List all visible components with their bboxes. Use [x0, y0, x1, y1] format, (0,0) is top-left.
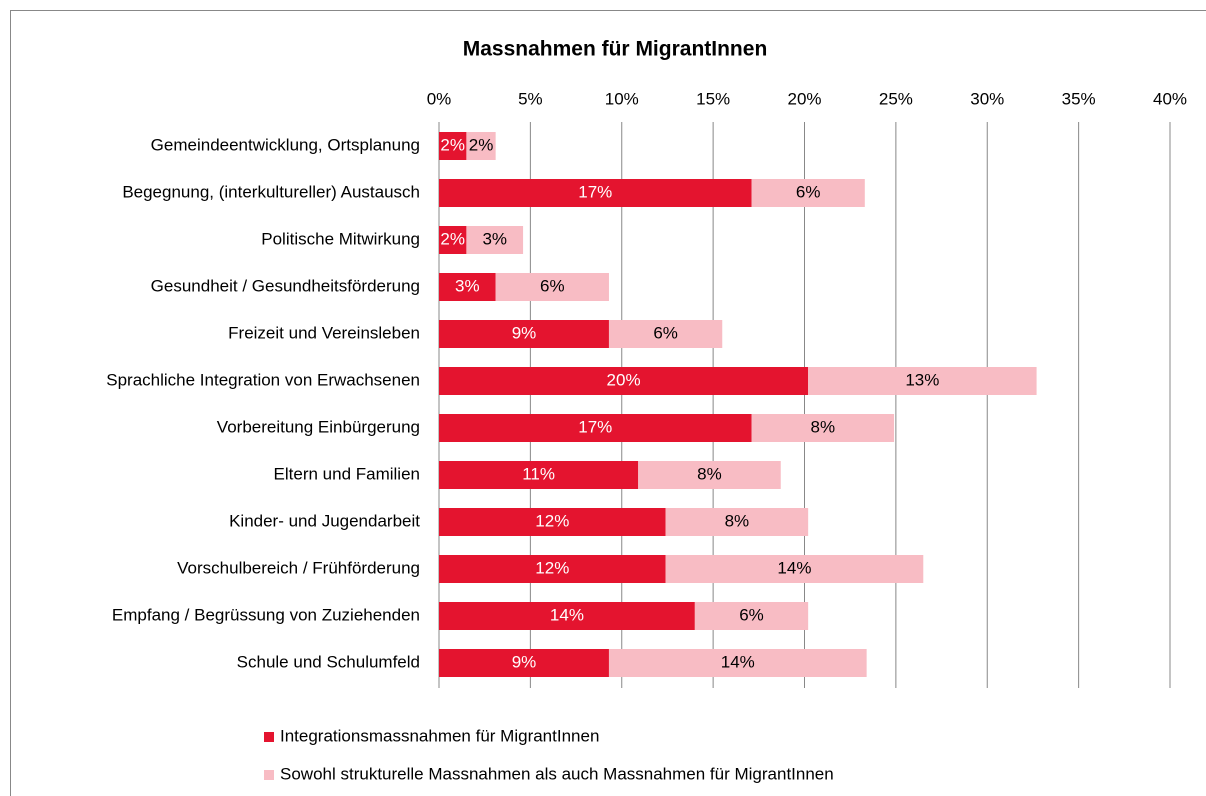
bar-segment — [665, 555, 924, 583]
bar-segment — [495, 273, 609, 301]
bar-segment — [608, 649, 867, 677]
bar-segment — [665, 508, 809, 536]
y-tick-label: Sprachliche Integration von Erwachsenen — [106, 370, 420, 389]
bar-segment — [608, 320, 723, 348]
data-label: 3% — [482, 229, 507, 248]
legend-label: Sowohl strukturelle Massnahmen als auch … — [280, 764, 834, 783]
x-tick-label: 25% — [879, 89, 913, 108]
x-tick-label: 40% — [1153, 89, 1187, 108]
data-label: 17% — [578, 417, 612, 436]
bar-segment — [439, 414, 752, 442]
y-tick-label: Schule und Schulumfeld — [237, 652, 420, 671]
bar-segment — [751, 179, 865, 207]
data-label: 13% — [905, 370, 939, 389]
bar-segment — [439, 179, 752, 207]
bar-segment — [808, 367, 1037, 395]
data-label: 12% — [535, 558, 569, 577]
legend-label: Integrationsmassnahmen für MigrantInnen — [280, 726, 599, 745]
bar-segment — [439, 602, 695, 630]
legend-swatch — [264, 770, 274, 780]
data-label: 14% — [550, 605, 584, 624]
data-label: 14% — [777, 558, 811, 577]
x-tick-label: 30% — [970, 89, 1004, 108]
bar-segment — [439, 273, 496, 301]
y-tick-label: Gesundheit / Gesundheitsförderung — [151, 276, 420, 295]
y-tick-label: Empfang / Begrüssung von Zuziehenden — [112, 605, 420, 624]
bar-segment — [439, 367, 809, 395]
data-label: 2% — [440, 229, 465, 248]
data-label: 6% — [540, 276, 565, 295]
data-label: 9% — [512, 652, 537, 671]
y-tick-label: Vorschulbereich / Frühförderung — [177, 558, 420, 577]
x-tick-label: 10% — [605, 89, 639, 108]
data-label: 9% — [512, 323, 537, 342]
bar-segment — [638, 461, 781, 489]
data-label: 12% — [535, 511, 569, 530]
bar-segment — [439, 508, 666, 536]
data-label: 8% — [725, 511, 750, 530]
data-label: 20% — [607, 370, 641, 389]
x-tick-label: 5% — [518, 89, 543, 108]
y-tick-label: Kinder- und Jugendarbeit — [229, 511, 420, 530]
x-tick-label: 35% — [1062, 89, 1096, 108]
bar-segment — [439, 649, 609, 677]
bar-segment — [439, 226, 467, 254]
y-tick-label: Eltern und Familien — [274, 464, 420, 483]
y-tick-label: Gemeindeentwicklung, Ortsplanung — [151, 135, 420, 154]
data-label: 17% — [578, 182, 612, 201]
data-label: 6% — [653, 323, 678, 342]
bar-segment — [439, 320, 609, 348]
data-label: 14% — [721, 652, 755, 671]
y-tick-label: Freizeit und Vereinsleben — [228, 323, 420, 342]
data-label: 3% — [455, 276, 480, 295]
bar-segment — [466, 132, 496, 160]
x-tick-label: 20% — [787, 89, 821, 108]
data-label: 2% — [469, 135, 494, 154]
legend-swatch — [264, 732, 274, 742]
bar-segment — [439, 132, 467, 160]
data-label: 6% — [796, 182, 821, 201]
y-tick-label: Politische Mitwirkung — [261, 229, 420, 248]
bar-segment — [466, 226, 524, 254]
x-tick-label: 15% — [696, 89, 730, 108]
data-label: 11% — [522, 464, 555, 483]
x-tick-label: 0% — [427, 89, 452, 108]
bar-segment — [694, 602, 809, 630]
y-tick-label: Begegnung, (interkultureller) Austausch — [122, 182, 420, 201]
chart-title: Massnahmen für MigrantInnen — [463, 38, 768, 61]
chart-frame — [10, 10, 1206, 796]
y-tick-label: Vorbereitung Einbürgerung — [217, 417, 420, 436]
data-label: 8% — [697, 464, 722, 483]
data-label: 6% — [739, 605, 764, 624]
data-label: 2% — [440, 135, 465, 154]
data-label: 8% — [810, 417, 835, 436]
bar-segment — [751, 414, 895, 442]
bar-segment — [439, 461, 639, 489]
bar-segment — [439, 555, 666, 583]
